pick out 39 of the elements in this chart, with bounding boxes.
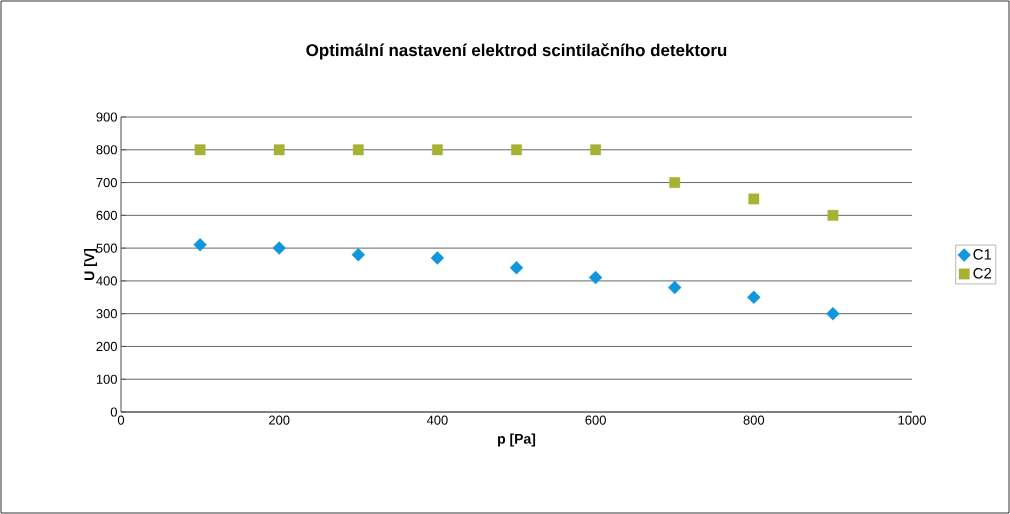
x-tick-label: 0 [117,415,125,425]
point [511,144,522,156]
legend-label: C2 [973,267,992,279]
y-tick-label: 0 [110,407,117,417]
point [588,270,603,285]
y-tick-label: 900 [96,112,117,122]
y-tick-label: 600 [96,210,117,220]
y-tick-label: 100 [96,374,117,384]
chart-title: Optimální nastavení elektrod scintilačního detektoru [306,43,727,60]
point [430,251,445,265]
point [351,247,366,262]
y-tick-label: 200 [96,341,117,352]
point [273,144,285,156]
y-tick-label: 500 [96,243,117,253]
x-axis-title: p [Pa] [498,433,536,447]
point [193,238,207,252]
point [748,193,760,205]
point [590,144,601,156]
point [432,144,443,156]
y-tick-label: 800 [96,145,117,155]
x-tick-label: 600 [585,415,606,425]
y-tick-label: 400 [96,276,117,286]
y-axis-title: U [V] [84,249,98,280]
point [194,144,206,156]
x-tick-label: 800 [743,415,765,425]
point [668,280,682,295]
y-tick-label: 300 [96,309,117,319]
x-tick-label: 1000 [898,415,926,425]
point [669,177,681,188]
point [827,209,839,221]
point [826,306,840,321]
y-tick-label: 700 [96,177,117,188]
point [747,290,761,304]
point [272,241,286,255]
x-tick-label: 400 [426,415,448,425]
point [509,261,524,275]
legend-label: C1 [973,249,992,260]
x-tick-label: 200 [269,415,290,425]
point [352,144,364,156]
